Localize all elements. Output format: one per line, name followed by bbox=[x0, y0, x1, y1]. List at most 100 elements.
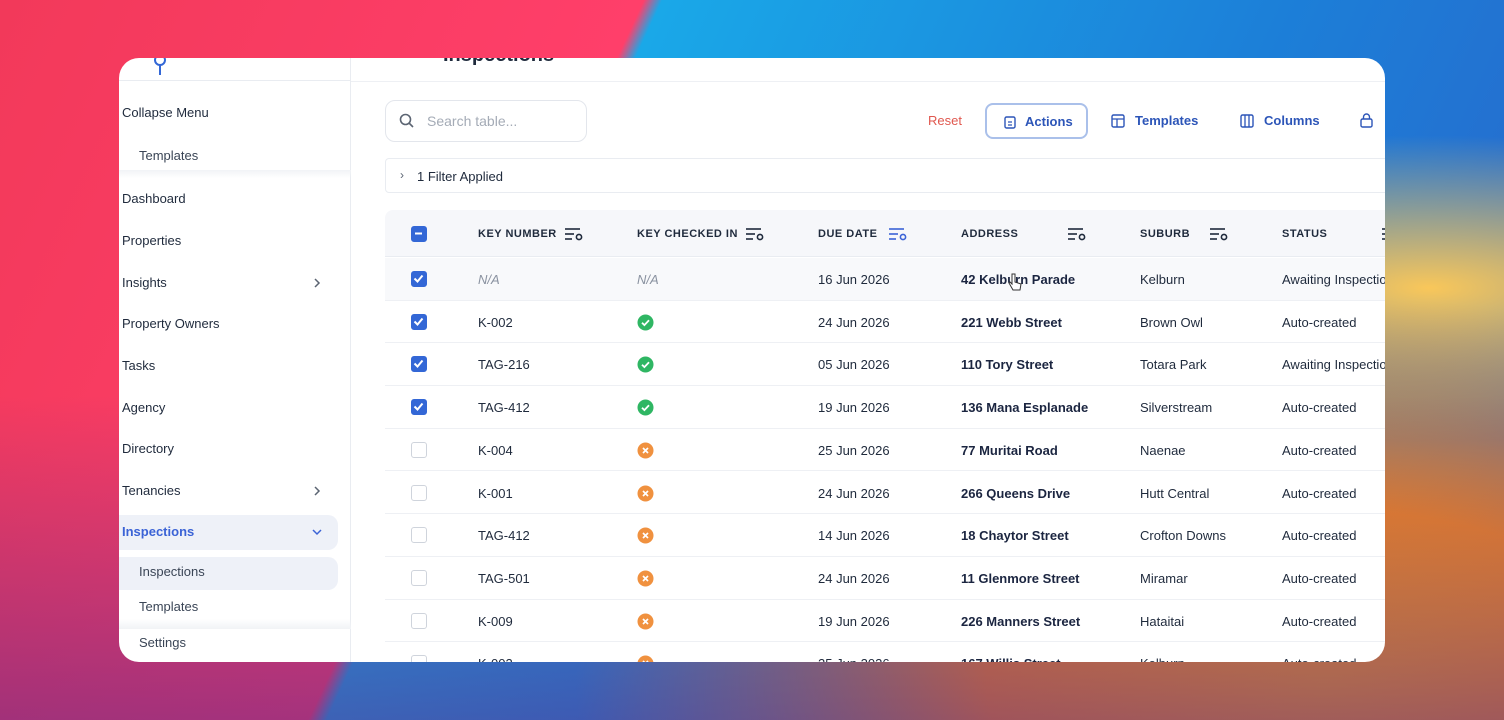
row-checkbox[interactable] bbox=[411, 569, 427, 586]
filter-label: 1 Filter Applied bbox=[417, 169, 503, 184]
cell-address[interactable]: 42 Kelburn Parade bbox=[961, 272, 1076, 287]
row-checkbox[interactable] bbox=[411, 655, 427, 662]
menu-item[interactable]: Settings bbox=[139, 635, 186, 650]
cell-address[interactable]: 18 Chaytor Street bbox=[961, 528, 1069, 544]
menu-item[interactable]: Property Owners bbox=[122, 316, 220, 331]
row-checkbox[interactable] bbox=[411, 271, 427, 287]
cell-address[interactable]: 221 Webb Street bbox=[961, 314, 1062, 330]
table-row bbox=[385, 258, 1385, 301]
cell-suburb: Totara Park bbox=[1140, 357, 1207, 373]
cell-suburb: Hataitai bbox=[1140, 613, 1185, 629]
active-highlight bbox=[119, 515, 338, 550]
menu-item[interactable]: Inspections bbox=[139, 564, 205, 579]
column-header[interactable]: DUE DATE bbox=[818, 228, 878, 240]
table-row bbox=[385, 429, 1385, 472]
cell-suburb: Silverstream bbox=[1140, 400, 1213, 416]
cell-due-date: 16 Jun 2026 bbox=[818, 272, 890, 287]
not-checked-in-icon bbox=[637, 442, 654, 464]
cell-status: Awaiting Inspection bbox=[1282, 357, 1385, 373]
table-row bbox=[385, 600, 1385, 643]
table-row bbox=[385, 301, 1385, 344]
templates-button[interactable]: Templates bbox=[1135, 113, 1199, 128]
column-header[interactable]: SUBURB bbox=[1140, 228, 1191, 240]
cell-address[interactable]: 11 Glenmore Street bbox=[961, 570, 1080, 586]
cell-due-date: 19 Jun 2026 bbox=[818, 400, 890, 416]
cell-due-date: 14 Jun 2026 bbox=[818, 528, 890, 544]
cell-key-number: TAG-216 bbox=[478, 357, 530, 373]
row-checkbox[interactable] bbox=[411, 484, 427, 501]
cell-suburb: Kelburn bbox=[1140, 272, 1185, 287]
menu-item[interactable]: Tenancies bbox=[122, 483, 181, 498]
row-checkbox[interactable] bbox=[411, 441, 427, 458]
row-checkbox[interactable] bbox=[411, 399, 427, 416]
column-settings bbox=[1067, 226, 1087, 247]
menu-item[interactable]: Agency bbox=[122, 400, 166, 415]
cell-status: Auto-created bbox=[1282, 400, 1357, 416]
reset-button[interactable]: Reset bbox=[928, 113, 962, 128]
cell-status: Auto-created bbox=[1282, 656, 1356, 662]
cell-key-number: TAG-501 bbox=[478, 570, 530, 586]
cell-address[interactable]: 110 Tory Street bbox=[961, 357, 1054, 373]
menu-item[interactable]: Properties bbox=[122, 233, 182, 248]
table-row bbox=[385, 472, 1385, 515]
table-row bbox=[385, 386, 1385, 429]
column-settings bbox=[1381, 226, 1385, 247]
menu-item[interactable]: Templates bbox=[139, 599, 199, 614]
cell-address[interactable]: 167 Willis Street bbox=[961, 656, 1061, 662]
menu-item[interactable]: Tasks bbox=[122, 358, 156, 373]
cell-address[interactable]: 266 Queens Drive bbox=[961, 485, 1071, 501]
columns-icon bbox=[1240, 114, 1254, 128]
columns-button[interactable]: Columns bbox=[1264, 113, 1320, 128]
actions-label: Actions bbox=[1025, 114, 1073, 129]
not-checked-in-icon bbox=[637, 655, 654, 662]
cell-suburb: Brown Owl bbox=[1140, 314, 1203, 330]
column-header[interactable]: KEY CHECKED IN bbox=[637, 228, 738, 240]
cell-suburb: Naenae bbox=[1140, 442, 1186, 458]
mouse-cursor bbox=[1007, 272, 1023, 297]
row-checkbox[interactable] bbox=[411, 612, 427, 629]
column-settings bbox=[1209, 226, 1229, 247]
table-row bbox=[385, 343, 1385, 387]
table-row bbox=[385, 557, 1385, 600]
cell-suburb: Miramar bbox=[1140, 570, 1188, 586]
row-checkbox[interactable] bbox=[411, 527, 427, 544]
cell-key-number: K-001 bbox=[478, 485, 513, 501]
filter-bar[interactable]: › 1 Filter Applied bbox=[385, 158, 1385, 193]
lock-icon[interactable] bbox=[1359, 113, 1375, 129]
cell-due-date: 24 Jun 2026 bbox=[818, 485, 890, 501]
cell-status: Auto-created bbox=[1282, 442, 1357, 458]
row-checkbox[interactable] bbox=[411, 356, 427, 373]
menu-item[interactable]: Templates bbox=[139, 148, 199, 163]
cell-address[interactable]: 77 Muritai Road bbox=[961, 442, 1058, 458]
menu-item[interactable]: Inspections bbox=[122, 524, 195, 539]
cell-suburb: Kelburn bbox=[1140, 656, 1185, 662]
cell-status: Auto-created bbox=[1282, 528, 1357, 544]
actions-button[interactable]: Actions bbox=[985, 103, 1088, 139]
select-all-checkbox[interactable] bbox=[411, 226, 427, 242]
page-title: Inspections bbox=[443, 58, 554, 67]
collapse-menu[interactable]: Collapse Menu bbox=[122, 105, 209, 120]
menu-item[interactable]: Dashboard bbox=[122, 191, 186, 206]
cell-key-number: K-002 bbox=[478, 656, 513, 662]
column-settings bbox=[888, 226, 908, 247]
search-box[interactable]: Search table... bbox=[385, 100, 587, 142]
column-header[interactable]: STATUS bbox=[1282, 228, 1328, 240]
templates-icon bbox=[1111, 114, 1125, 128]
cell-due-date: 19 Jun 2026 bbox=[818, 613, 890, 629]
menu-item[interactable]: Directory bbox=[122, 441, 175, 456]
cell-key-number: K-004 bbox=[478, 442, 513, 458]
cell-address[interactable]: 226 Manners Street bbox=[961, 613, 1081, 629]
cell-status: Auto-created bbox=[1282, 485, 1357, 501]
column-header[interactable]: KEY NUMBER bbox=[478, 228, 557, 240]
menu-item[interactable]: Insights bbox=[122, 275, 167, 290]
cell-status: Auto-created bbox=[1282, 613, 1357, 629]
column-header[interactable]: ADDRESS bbox=[961, 228, 1019, 240]
cell-suburb: Hutt Central bbox=[1140, 485, 1210, 501]
not-checked-in-icon bbox=[637, 485, 654, 507]
shadow bbox=[119, 170, 351, 178]
cell-status: Awaiting Inspection bbox=[1282, 272, 1385, 287]
chevron: › bbox=[400, 168, 404, 182]
cell-address[interactable]: 136 Mana Esplanade bbox=[961, 400, 1089, 416]
row-checkbox[interactable] bbox=[411, 313, 427, 330]
